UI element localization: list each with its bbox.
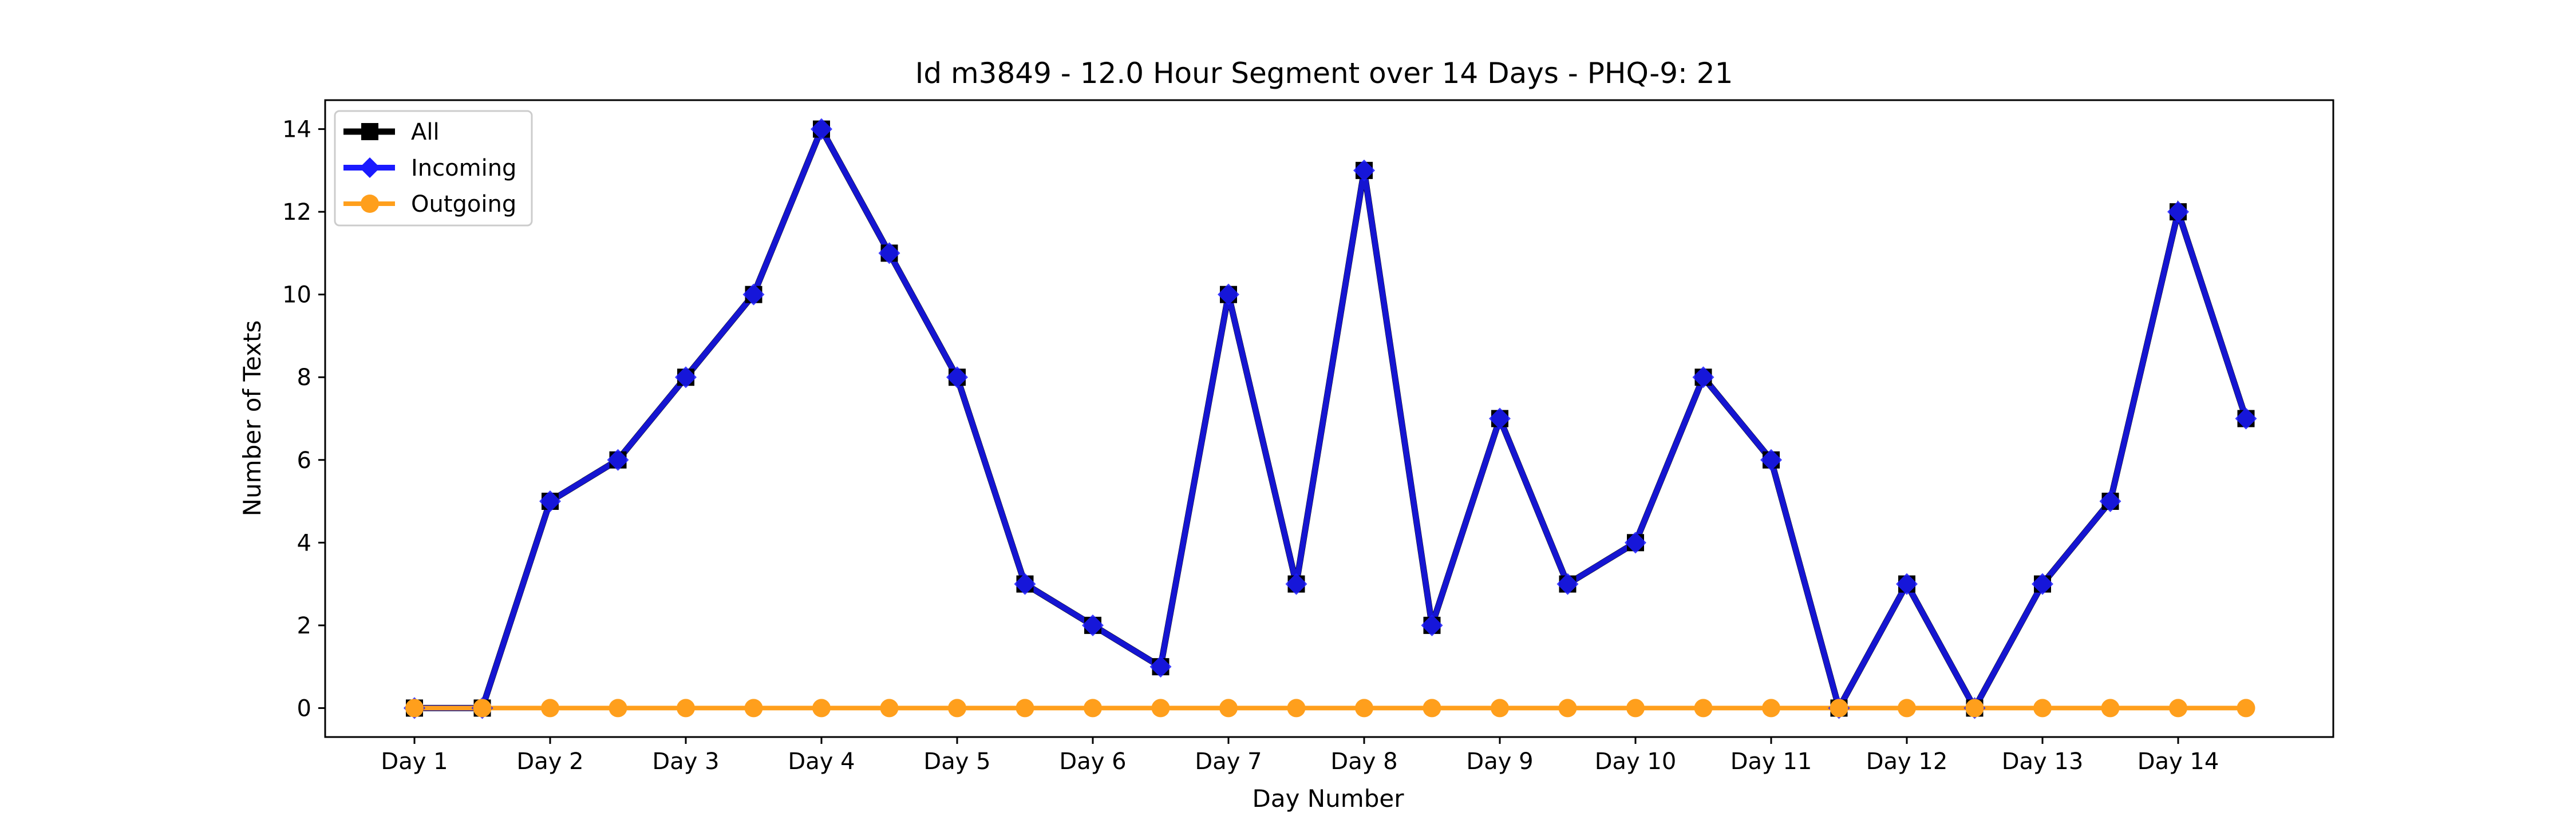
legend-item-incoming: Incoming (343, 155, 516, 181)
series-2-point-9 (1016, 699, 1034, 718)
legend: All Incoming Outgoing (334, 110, 533, 227)
series-1-point-13 (1285, 573, 1307, 595)
y-axis: 0 2 4 6 8 10 12 14 (282, 117, 325, 722)
series-2-point-19 (1694, 699, 1713, 718)
series-2-point-26 (2169, 699, 2187, 718)
y-tick-label-2: 4 (297, 530, 311, 556)
series-2-point-27 (2237, 699, 2255, 718)
series-2-point-20 (1762, 699, 1780, 718)
series-2-point-21 (1830, 699, 1848, 718)
y-tick-label-5: 10 (282, 282, 311, 308)
series-2-point-18 (1626, 699, 1645, 718)
series-1-point-22 (1896, 573, 1918, 595)
legend-item-outgoing: Outgoing (343, 191, 516, 217)
series-1-point-14 (1353, 159, 1375, 181)
series-1-point-6 (811, 118, 832, 140)
series-2-point-17 (1558, 699, 1577, 718)
y-tick-label-6: 12 (282, 199, 311, 225)
chart-title: Id m3849 - 12.0 Hour Segment over 14 Day… (915, 57, 1733, 90)
series-1-point-24 (2032, 573, 2053, 595)
series-1-point-10 (1082, 614, 1104, 636)
series-1-point-16 (1489, 407, 1511, 430)
series-2-point-4 (677, 699, 695, 718)
legend-label-all: All (411, 119, 440, 145)
series-1-point-15 (1421, 614, 1443, 636)
series-1-point-5 (742, 283, 765, 306)
x-tick-label-0: Day 1 (381, 748, 448, 775)
x-axis-label: Day Number (1252, 785, 1404, 813)
x-tick-label-3: Day 4 (788, 748, 855, 775)
series-2-point-1 (473, 699, 492, 718)
x-tick-label-8: Day 9 (1466, 748, 1533, 775)
series-1-point-18 (1625, 532, 1646, 554)
series-2-point-10 (1084, 699, 1102, 718)
legend-marker-incoming (359, 157, 380, 178)
x-tick-label-10: Day 11 (1730, 748, 1812, 775)
x-tick-label-2: Day 3 (652, 748, 719, 775)
series-2-point-0 (405, 699, 424, 718)
y-tick-label-4: 8 (297, 365, 311, 391)
series-1-point-20 (1760, 449, 1782, 471)
x-tick-label-5: Day 6 (1059, 748, 1126, 775)
series-2-point-14 (1355, 699, 1373, 718)
series-2-point-12 (1219, 699, 1238, 718)
series-1-point-4 (675, 366, 697, 389)
series-2-point-24 (2033, 699, 2052, 718)
legend-box (334, 110, 533, 227)
legend-marker-all (361, 123, 378, 140)
series-2-point-2 (541, 699, 559, 718)
x-tick-label-1: Day 2 (516, 748, 583, 775)
series-2-point-11 (1151, 699, 1170, 718)
x-tick-label-6: Day 7 (1195, 748, 1262, 775)
series-1-point-19 (1692, 366, 1714, 389)
series-2-point-5 (744, 699, 763, 718)
x-tick-label-4: Day 5 (923, 748, 990, 775)
series-1-point-12 (1218, 283, 1239, 306)
series-2-point-15 (1423, 699, 1441, 718)
series-1-point-9 (1014, 573, 1036, 595)
series-2-point-13 (1287, 699, 1306, 718)
series-2-point-23 (1965, 699, 1984, 718)
y-axis-label: Number of Texts (238, 320, 266, 517)
series-1-point-8 (946, 366, 968, 389)
series-1-point-11 (1149, 656, 1172, 678)
plot-area (324, 99, 2334, 738)
series-2-point-3 (609, 699, 627, 718)
y-tick-label-1: 2 (297, 613, 311, 639)
y-tick-label-0: 0 (297, 695, 311, 722)
series-layer (404, 118, 2257, 719)
legend-label-outgoing: Outgoing (411, 191, 516, 217)
series-1-point-25 (2099, 490, 2121, 513)
series-1-point-2 (539, 490, 561, 513)
legend-marker-outgoing (361, 195, 379, 213)
y-tick-label-3: 6 (297, 447, 311, 474)
x-tick-label-12: Day 13 (2002, 748, 2084, 775)
series-2-point-16 (1491, 699, 1509, 718)
x-tick-label-13: Day 14 (2138, 748, 2219, 775)
legend-item-all: All (343, 119, 440, 145)
series-1-point-26 (2167, 201, 2189, 223)
series-2-point-6 (812, 699, 831, 718)
series-line-1 (414, 122, 2249, 716)
x-tick-label-9: Day 10 (1595, 748, 1677, 775)
series-2-point-7 (880, 699, 899, 718)
y-tick-label-7: 14 (282, 117, 311, 143)
x-axis: Day 1 Day 2 Day 3 Day 4 Day 5 Day 6 Day 7 Day 8… (381, 737, 2219, 775)
series-1-point-27 (2235, 407, 2257, 430)
series-2-point-8 (948, 699, 966, 718)
series-1-point-17 (1556, 573, 1579, 595)
series-2-point-25 (2101, 699, 2120, 718)
series-2-point-22 (1898, 699, 1916, 718)
legend-label-incoming: Incoming (411, 155, 516, 181)
series-1-point-3 (607, 449, 629, 471)
series-1-point-7 (878, 242, 900, 264)
x-tick-label-11: Day 12 (1866, 748, 1948, 775)
x-tick-label-7: Day 8 (1330, 748, 1397, 775)
